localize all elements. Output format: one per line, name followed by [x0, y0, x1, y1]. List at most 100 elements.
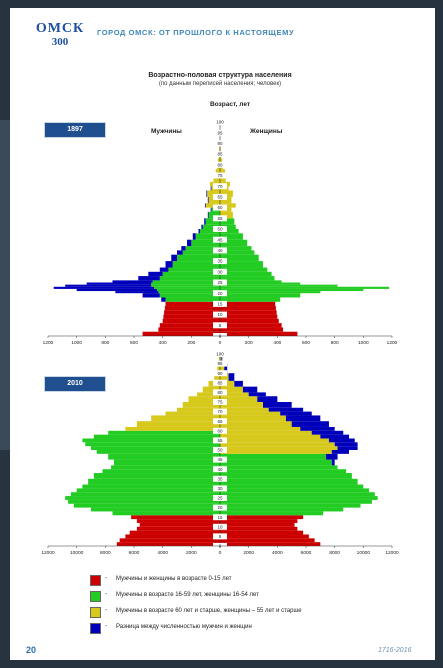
men-bar-blue-1897 — [204, 203, 206, 208]
age-tick-bg — [213, 140, 227, 147]
women-bar-green-2010 — [220, 459, 332, 466]
women-bar-blue-2010 — [242, 386, 258, 393]
men-bar-blue-1897 — [198, 229, 200, 234]
value-tick-label: 4000 — [157, 550, 168, 556]
age-tick-label: 50 — [217, 227, 223, 232]
men-bar-green-1897 — [199, 229, 220, 234]
women-bar-red-1897 — [220, 318, 279, 324]
men-bar-green-2010 — [65, 496, 220, 500]
men-bar-blue-1897 — [159, 267, 169, 272]
age-tick-label: 15 — [217, 515, 223, 520]
age-tick-bg — [213, 399, 227, 405]
men-bar-yellow-1897 — [208, 196, 220, 204]
men-bar-blue-1897 — [187, 239, 192, 247]
women-bar-green-2010 — [220, 465, 338, 470]
women-bar-red-2010 — [220, 530, 304, 535]
men-bar-green-2010 — [68, 499, 220, 504]
value-tick-label: 12000 — [385, 550, 399, 556]
value-tick-label: 2000 — [186, 550, 197, 556]
women-bar-red-2010 — [220, 538, 315, 543]
men-bar-green-1897 — [156, 288, 220, 292]
men-bar-green-1897 — [191, 239, 220, 247]
year-badge-2010: 2010 — [44, 376, 106, 392]
men-bar-red-2010 — [136, 519, 220, 523]
header-title: ГОРОД ОМСК: ОТ ПРОШЛОГО К НАСТОЯЩЕМУ — [97, 28, 295, 37]
women-bar-green-2010 — [220, 499, 372, 504]
women-bar-blue-2010 — [268, 407, 304, 412]
men-bar-blue-1897 — [86, 282, 152, 285]
women-bar-blue-2010 — [221, 354, 223, 364]
age-tick-label: 5 — [219, 534, 222, 539]
value-tick-label: 1000 — [358, 340, 369, 346]
age-tick-bg — [213, 258, 227, 265]
men-bar-red-1897 — [165, 301, 220, 307]
women-bar-yellow-2010 — [220, 392, 249, 397]
women-bar-yellow-2010 — [220, 430, 312, 435]
men-bar-green-2010 — [102, 469, 220, 474]
men-bar-blue-1897 — [165, 261, 173, 268]
age-tick-bg — [213, 300, 227, 307]
men-bar-red-2010 — [136, 526, 220, 531]
men-bar-green-1897 — [168, 267, 220, 272]
age-tick-label: 20 — [217, 291, 223, 296]
age-tick-bg — [213, 456, 227, 463]
value-tick-label: 6000 — [129, 550, 140, 556]
men-bar-green-2010 — [96, 450, 220, 454]
age-tick-bg — [213, 161, 227, 168]
women-bar-red-2010 — [220, 542, 321, 546]
age-tick-bg — [213, 379, 227, 386]
legend-text-red: Мужчины и женщины в возрасте 0-15 лет — [116, 576, 232, 582]
value-tick-label: 0 — [219, 550, 222, 556]
women-bar-yellow-2010 — [220, 363, 225, 374]
age-tick-bg — [213, 151, 227, 158]
age-tick-bg — [213, 475, 227, 482]
men-bar-yellow-2010 — [177, 407, 220, 412]
women-bar-red-1897 — [220, 301, 276, 307]
men-bar-yellow-2010 — [202, 386, 220, 393]
age-tick-bg — [213, 119, 227, 125]
men-bar-blue-1897 — [210, 207, 212, 212]
men-bar-blue-1897 — [65, 284, 152, 287]
year-badge-1897: 1897 — [44, 122, 106, 138]
women-bar-green-1897 — [220, 288, 364, 292]
value-tick-label: 800 — [101, 340, 109, 346]
age-tick-label: 10 — [217, 524, 223, 529]
women-bar-red-2010 — [220, 515, 304, 520]
age-tick-label: 100 — [216, 352, 224, 357]
legend-swatch-blue — [90, 623, 101, 634]
men-bar-green-1897 — [162, 271, 220, 277]
men-bar-yellow-2010 — [136, 421, 220, 427]
omsk-300-logo: ОМСК 300 — [30, 22, 90, 49]
men-bar-green-2010 — [112, 511, 220, 516]
men-bar-red-1897 — [164, 310, 220, 315]
age-tick-bg — [213, 370, 227, 377]
footer-years: 1716-2016 — [378, 647, 412, 654]
women-bar-red-1897 — [220, 323, 282, 328]
women-bar-green-1897 — [220, 291, 321, 294]
value-tick-label: 10000 — [70, 550, 84, 556]
men-bar-green-1897 — [151, 284, 220, 287]
value-tick-label: 800 — [331, 340, 339, 346]
value-tick-label: 4000 — [272, 550, 283, 556]
men-bar-blue-1897 — [53, 286, 155, 289]
age-tick-label: 85 — [217, 380, 223, 385]
women-bar-yellow-2010 — [220, 426, 301, 431]
age-tick-bg — [213, 247, 227, 254]
women-bar-green-1897 — [220, 239, 248, 247]
men-bar-red-2010 — [116, 542, 220, 546]
age-tick-bg — [213, 427, 227, 434]
age-tick-bg — [213, 290, 227, 297]
men-bar-yellow-2010 — [219, 354, 220, 364]
age-tick-label: 55 — [217, 216, 223, 221]
age-tick-label: 60 — [217, 205, 223, 210]
men-bar-blue-1897 — [181, 246, 186, 251]
men-bar-green-1897 — [165, 297, 220, 302]
men-bar-green-2010 — [108, 453, 220, 460]
men-bar-green-1897 — [185, 246, 220, 251]
men-bar-green-1897 — [152, 280, 220, 283]
men-bar-green-2010 — [82, 484, 221, 489]
women-bar-green-2010 — [220, 484, 364, 489]
women-bar-blue-2010 — [328, 438, 355, 443]
legend-text-green: Мужчины в возрасте 16-59 лет, женщины 16… — [116, 592, 259, 598]
women-bar-green-1897 — [220, 233, 243, 240]
